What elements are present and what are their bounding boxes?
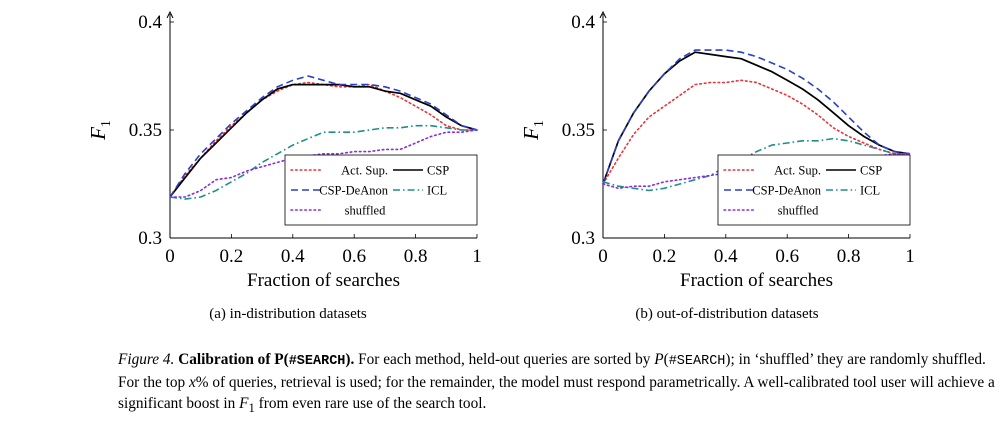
y-tick-label: 0.3 bbox=[571, 228, 595, 249]
panel-subcaption: (a) in-distribution datasets bbox=[209, 306, 367, 322]
caption-x-symbol: x bbox=[188, 374, 196, 391]
y-tick-label: 0.35 bbox=[562, 120, 595, 141]
legend-entry: Act. Sup. bbox=[774, 164, 821, 178]
figure-label: Figure 4. bbox=[118, 351, 175, 368]
x-tick-label: 0.2 bbox=[653, 246, 677, 267]
legend-entry: ICL bbox=[860, 184, 880, 198]
x-tick-label: 0.6 bbox=[342, 246, 366, 267]
y-axis-label: F1 bbox=[519, 120, 547, 141]
caption-p-symbol: P bbox=[654, 351, 664, 368]
caption-p-open: ( bbox=[663, 351, 669, 368]
x-tick-label: 0.6 bbox=[775, 246, 799, 267]
legend-entry: CSP-DeAnon bbox=[752, 184, 822, 198]
figure-caption: Figure 4. Calibration of P(#SEARCH). For… bbox=[118, 349, 998, 419]
caption-title-token: #SEARCH bbox=[288, 354, 346, 369]
caption-f-symbol: F bbox=[239, 395, 249, 412]
y-tick-label: 0.3 bbox=[138, 228, 162, 249]
legend-entry: ICL bbox=[427, 184, 447, 198]
caption-title-prefix: Calibration of P( bbox=[178, 351, 289, 368]
series-line-icl bbox=[602, 137, 910, 192]
y-tick-label: 0.4 bbox=[138, 12, 162, 33]
x-tick-label: 0.4 bbox=[714, 246, 738, 267]
series-line-csp-deanon bbox=[602, 49, 911, 185]
series-line-csp bbox=[169, 83, 478, 198]
x-axis-label: Fraction of searches bbox=[247, 270, 400, 291]
x-tick-label: 0 bbox=[165, 246, 175, 267]
legend-entry: CSP bbox=[427, 164, 449, 178]
y-tick-label: 0.4 bbox=[571, 12, 595, 33]
panel-b-out-of-distribution: 0 0.2 0.4 0.6 0.8 1 0.3 0.35 0.4 Fraction of sear… bbox=[519, 12, 915, 322]
legend-entry: Act. Sup. bbox=[341, 164, 388, 178]
x-tick-label: 0.4 bbox=[281, 246, 305, 267]
x-tick-label: 1 bbox=[472, 246, 482, 267]
x-tick-label: 0.8 bbox=[404, 246, 428, 267]
caption-sentence-1a: For each method, held-out queries are so… bbox=[358, 351, 655, 368]
panel-subcaption: (b) out-of-distribution datasets bbox=[635, 306, 818, 322]
x-tick-label: 0 bbox=[598, 246, 608, 267]
legend-entry: CSP bbox=[860, 164, 882, 178]
caption-p-token: #SEARCH bbox=[668, 354, 726, 369]
legend: Act. Sup. CSP CSP-DeAnon ICL shuffled bbox=[717, 154, 911, 226]
legend-entry: shuffled bbox=[778, 204, 819, 218]
x-tick-label: 0.2 bbox=[220, 246, 244, 267]
caption-title-suffix: ). bbox=[345, 351, 355, 368]
caption-sentence-1b: ; in ‘shuffled’ they are randomly shuffl… bbox=[118, 351, 986, 391]
caption-f-subscript: 1 bbox=[248, 401, 255, 416]
caption-sentence-2: % of queries, retrieval is used; for the… bbox=[118, 374, 995, 412]
y-axis-label: F1 bbox=[86, 120, 114, 141]
series-line-act-sup- bbox=[602, 79, 911, 185]
y-tick-label: 0.35 bbox=[129, 120, 162, 141]
legend-entry: shuffled bbox=[345, 204, 386, 218]
panel-a-in-distribution: 0 0.2 0.4 0.6 0.8 1 0.3 0.35 0.4 Fraction of sear… bbox=[86, 12, 482, 322]
x-tick-label: 1 bbox=[905, 246, 915, 267]
caption-title: Calibration of P(#SEARCH). bbox=[178, 351, 355, 369]
legend: Act. Sup. CSP CSP-DeAnon ICL shuffled bbox=[284, 154, 478, 226]
series-line-icl bbox=[169, 124, 477, 200]
caption-sentence-3: from even rare use of the search tool. bbox=[254, 395, 487, 412]
series-line-shuffled bbox=[169, 129, 478, 198]
x-tick-label: 0.8 bbox=[837, 246, 861, 267]
x-axis-label: Fraction of searches bbox=[680, 270, 833, 291]
legend-entry: CSP-DeAnon bbox=[319, 184, 389, 198]
caption-p-close: ) bbox=[725, 351, 731, 368]
series-line-csp-deanon bbox=[169, 75, 478, 198]
